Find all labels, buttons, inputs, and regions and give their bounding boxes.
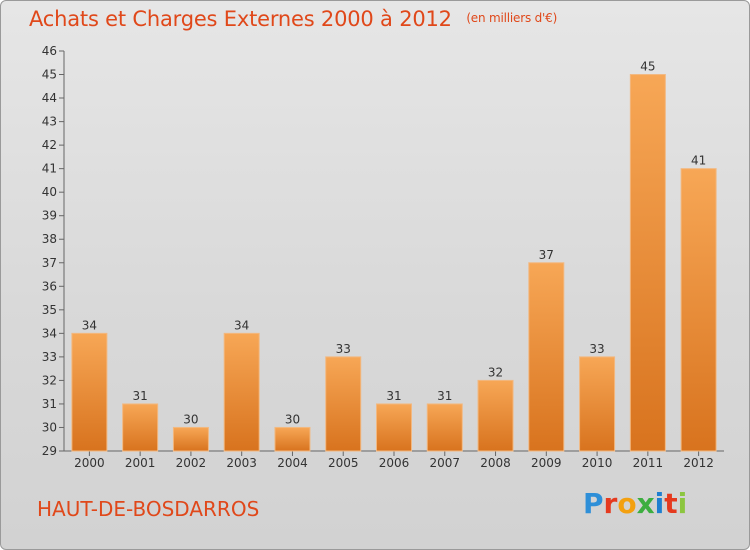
x-tick-label: 2011: [633, 456, 664, 470]
bar-value-label: 34: [82, 318, 97, 332]
bar-value-label: 31: [386, 389, 401, 403]
bar-value-label: 30: [285, 412, 300, 426]
bar: [223, 332, 260, 452]
x-tick-label: 2003: [226, 456, 257, 470]
x-tick-label: 2004: [277, 456, 308, 470]
y-tick-label: 33: [42, 350, 57, 364]
y-tick-label: 30: [42, 420, 57, 434]
y-tick-label: 44: [42, 91, 57, 105]
bar: [528, 262, 565, 452]
bar: [122, 403, 159, 452]
x-tick-label: 2006: [379, 456, 410, 470]
y-tick-label: 45: [42, 68, 57, 82]
chart-axes: 29 30 31 32 33 34 35 36 37 38 39 40 41 42 43 44 45 46: [42, 44, 724, 458]
chart-unit-note: (en milliers d'€): [466, 11, 558, 25]
bar-value-label: 31: [133, 389, 148, 403]
bar: [579, 356, 616, 452]
logo-letter: o: [617, 487, 637, 520]
bar: [376, 403, 412, 452]
y-tick-label: 42: [42, 138, 57, 152]
y-tick-label: 46: [42, 44, 57, 58]
commune-name: HAUT-DE-BOSDARROS: [37, 497, 260, 521]
x-tick-label: 2002: [176, 456, 207, 470]
chart-bars: [71, 74, 717, 452]
logo-letter: i: [677, 487, 688, 520]
proxiti-logo: Proxiti: [583, 487, 687, 520]
bar: [274, 426, 311, 452]
bar-value-label: 32: [488, 365, 503, 379]
y-tick-label: 41: [42, 162, 57, 176]
bar: [477, 379, 514, 452]
x-tick-label: 2010: [582, 456, 613, 470]
bar: [172, 426, 209, 452]
x-tick-label: 2008: [480, 456, 511, 470]
x-tick-label: 2001: [125, 456, 156, 470]
bar-value-label: 45: [640, 60, 655, 74]
y-tick-label: 32: [42, 373, 57, 387]
chart-title-text: Achats et Charges Externes 2000 à 2012: [29, 7, 452, 31]
bar-value-label: 33: [589, 342, 604, 356]
bar: [680, 168, 717, 452]
x-tick-label: 2000: [74, 456, 105, 470]
chart-title: Achats et Charges Externes 2000 à 2012 (…: [29, 7, 557, 31]
x-tick-label: 2005: [328, 456, 359, 470]
logo-letter: t: [664, 487, 678, 520]
y-tick-label: 31: [42, 397, 57, 411]
bar-value-label: 41: [691, 154, 706, 168]
bar: [71, 332, 108, 452]
x-tick-label: 2009: [531, 456, 562, 470]
y-tick-label: 29: [42, 444, 57, 458]
bar-value-label: 34: [234, 318, 249, 332]
chart-labels: 2000 34 2001 31 2002 30 2003 34 2004 30 2005 33 2006…: [74, 60, 714, 470]
bar-value-label: 30: [183, 412, 198, 426]
bar-value-label: 33: [336, 342, 351, 356]
y-tick-label: 36: [42, 279, 57, 293]
x-tick-label: 2007: [429, 456, 460, 470]
y-tick-label: 43: [42, 115, 57, 129]
x-tick-label: 2012: [683, 456, 714, 470]
y-tick-label: 34: [42, 326, 57, 340]
bar-value-label: 31: [437, 389, 452, 403]
bar: [426, 403, 463, 452]
logo-letter: i: [654, 487, 665, 520]
y-tick-label: 40: [42, 185, 57, 199]
logo-letter: P: [583, 487, 604, 520]
y-tick-label: 38: [42, 232, 57, 246]
y-tick-label: 37: [42, 256, 57, 270]
bar-value-label: 37: [539, 248, 554, 262]
bar: [325, 356, 362, 452]
logo-letter: x: [636, 487, 655, 520]
logo-letter: r: [603, 487, 618, 520]
y-tick-label: 39: [42, 209, 57, 223]
bar: [629, 74, 666, 452]
y-tick-label: 35: [42, 303, 57, 317]
